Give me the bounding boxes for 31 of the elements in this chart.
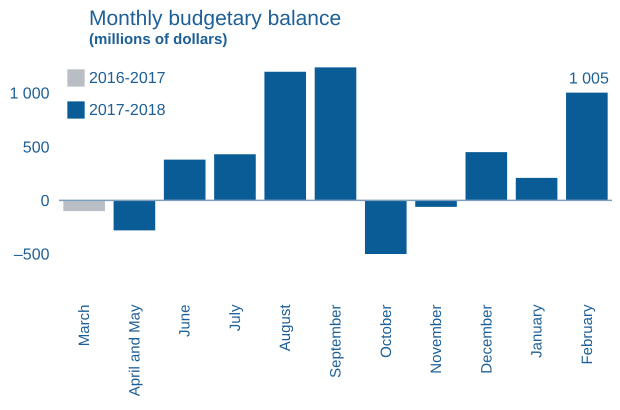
bar	[63, 200, 105, 212]
x-tick-label: October	[378, 304, 395, 358]
y-tick-label: 1 000	[9, 86, 50, 103]
x-tick-label: March	[76, 304, 94, 346]
bar	[466, 152, 508, 200]
chart-title: Monthly budgetary balance	[89, 7, 342, 30]
x-tick-label: February	[578, 304, 596, 365]
legend-label: 2016-2017	[89, 70, 166, 87]
chart-subtitle: (millions of dollars)	[89, 31, 228, 48]
bar	[264, 72, 306, 200]
x-tick-label: January	[528, 304, 546, 358]
bar	[114, 200, 156, 230]
bar	[516, 178, 558, 200]
x-tick-label: April and May	[126, 304, 144, 396]
x-tick-label: July	[226, 304, 244, 332]
y-tick-label: –500	[14, 246, 50, 264]
bar	[364, 200, 407, 254]
bar	[415, 200, 457, 207]
data-label: 1 005	[568, 70, 609, 88]
x-tick-label: August	[277, 304, 294, 352]
x-tick-label: December	[478, 304, 496, 374]
x-tick-label: September	[328, 304, 344, 378]
x-tick-label: June	[176, 304, 194, 338]
bar	[214, 154, 256, 200]
bar	[314, 67, 356, 200]
bar	[164, 160, 206, 200]
y-tick-label: 0	[40, 192, 50, 210]
legend-label: 2017-2018	[89, 102, 166, 119]
y-tick-label: 500	[22, 139, 50, 156]
x-tick-label: November	[428, 304, 446, 374]
bar	[566, 92, 608, 200]
